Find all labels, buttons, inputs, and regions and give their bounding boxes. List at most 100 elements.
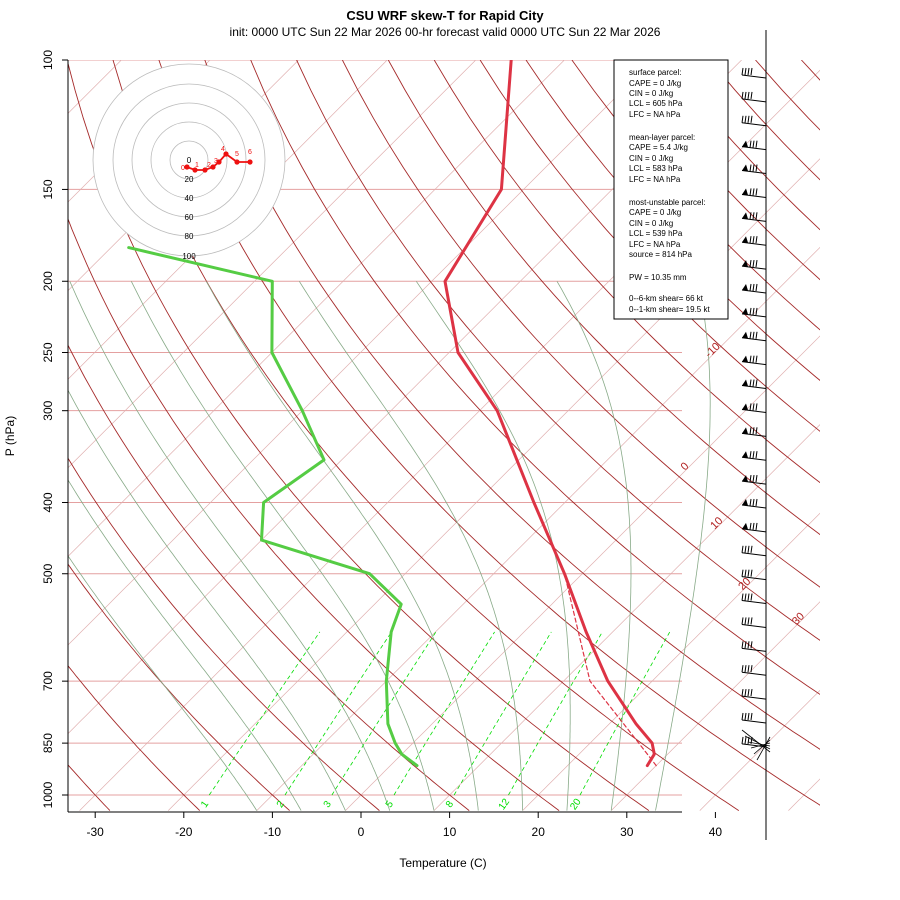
dry-adiabat-line xyxy=(801,60,820,81)
y-tick-label: 850 xyxy=(41,733,55,753)
shear-0-6km: 0--6-km shear= 66 kt xyxy=(629,294,704,303)
wind-barb-feather xyxy=(749,236,752,244)
wind-barb-shaft xyxy=(741,408,767,413)
wind-barb xyxy=(741,689,767,700)
wind-barb-shaft xyxy=(747,741,771,747)
mixing-ratio-label: 8 xyxy=(444,799,456,810)
mixing-ratio-label: 20 xyxy=(568,796,584,812)
wind-barb-feather xyxy=(750,712,753,721)
x-tick-label: -30 xyxy=(87,825,105,839)
surface-lfc: LFC = NA hPa xyxy=(629,110,681,119)
wind-barb-feather xyxy=(747,617,750,625)
wind-barb-feather xyxy=(755,260,758,268)
wind-barb-feather xyxy=(747,593,750,601)
wind-barb-shaft xyxy=(741,146,767,151)
wind-barb-feather xyxy=(750,91,753,99)
wind-barb-shaft xyxy=(741,74,767,79)
isotherm-line xyxy=(433,424,820,811)
wind-barb-feather xyxy=(752,283,755,292)
wind-barb-feather xyxy=(741,545,744,553)
wind-barb-feather xyxy=(744,545,747,553)
wind-barb-shaft xyxy=(741,122,767,127)
wind-barb-feather xyxy=(749,260,752,268)
wind-barb-feather xyxy=(747,115,750,123)
wind-barb-feather xyxy=(752,403,755,411)
wind-barb-feather xyxy=(744,641,747,649)
moist-adiabat-line xyxy=(68,555,258,811)
wind-barb xyxy=(741,164,767,175)
info-box-frame xyxy=(613,59,729,320)
wind-barb-pennant xyxy=(742,475,748,482)
mixing-ratio-line xyxy=(208,631,321,796)
dry-adiabat-line xyxy=(68,665,201,811)
wind-barb-shaft xyxy=(741,623,767,628)
wind-barb-shaft xyxy=(741,528,767,533)
x-tick-label: 0 xyxy=(358,825,365,839)
wind-barb-shaft xyxy=(741,456,767,461)
wind-barb xyxy=(741,427,767,437)
wind-barb-feather xyxy=(755,212,758,220)
temperature-trace xyxy=(443,60,656,768)
wind-barb-pennant xyxy=(742,379,748,387)
hodograph-point-label: 4 xyxy=(221,146,225,153)
wind-barb-feather xyxy=(749,451,752,459)
mixing-ratio-line xyxy=(579,631,671,796)
moist-adiabat-line xyxy=(68,479,302,811)
wind-barb-feather xyxy=(755,307,758,315)
moist-adiabat-line xyxy=(68,389,346,811)
hodograph-point xyxy=(216,159,222,165)
wind-barb-feather xyxy=(752,451,755,459)
dry-adiabat-line xyxy=(296,60,820,641)
wind-barb-feather xyxy=(755,140,758,148)
wind-barb-shaft xyxy=(756,736,771,761)
wind-barb-feather xyxy=(744,689,747,697)
wind-barb-shaft xyxy=(741,385,767,390)
isotherm-line xyxy=(345,335,820,811)
wind-barb-feather xyxy=(752,140,755,148)
wind-barb-feather xyxy=(741,689,744,697)
wind-barb-pennant xyxy=(742,188,748,195)
wind-barb xyxy=(741,212,767,222)
wind-barb-pennant xyxy=(742,284,748,291)
wind-barb xyxy=(741,569,767,581)
wind-barb xyxy=(741,188,767,198)
wind-barb xyxy=(741,236,767,246)
wind-barb-pennant xyxy=(742,236,748,243)
shear-0-1km: 0--1-km shear= 19.5 kt xyxy=(629,305,710,314)
wind-barb-feather xyxy=(752,427,755,435)
wind-barb-feather xyxy=(752,236,755,244)
isotherm-line xyxy=(610,601,820,811)
wind-barb-feather xyxy=(744,91,747,99)
wind-barb-shaft xyxy=(741,480,767,485)
x-tick-label: 40 xyxy=(709,825,723,839)
dry-adiabat-line xyxy=(158,60,820,806)
wind-barb-feather xyxy=(749,498,752,507)
wind-barb-shaft xyxy=(741,432,767,437)
isotherm-line xyxy=(68,60,388,380)
wind-barb xyxy=(741,283,767,294)
hodograph-ring-label: 60 xyxy=(185,213,194,222)
mixing-ratio-label: 2 xyxy=(275,799,287,810)
wind-barb-pennant xyxy=(742,331,748,339)
isotherm-line xyxy=(68,60,565,557)
dry-adiabat-line xyxy=(847,60,900,811)
wind-barb-shaft xyxy=(741,695,767,700)
y-tick-label: 150 xyxy=(41,179,55,199)
wind-barb xyxy=(741,379,767,390)
mixing-ratio-line xyxy=(331,631,437,796)
mean-layer-header: mean-layer parcel: xyxy=(629,133,695,142)
wind-barb-feather xyxy=(749,331,752,339)
wind-barb-feather xyxy=(749,379,752,387)
wind-barb-feather xyxy=(747,91,750,99)
wind-barb-feather xyxy=(749,307,752,315)
wind-barb-feather xyxy=(741,593,744,601)
wind-barb-feather xyxy=(752,188,755,196)
wind-barb-feather xyxy=(744,67,747,76)
y-tick-label: 250 xyxy=(41,342,55,362)
wind-barb-feather xyxy=(752,522,755,530)
isotherm-label: 10 xyxy=(708,515,725,532)
wind-barb-feather xyxy=(755,164,758,172)
wind-barb xyxy=(741,522,767,533)
mean-layer-lfc: LFC = NA hPa xyxy=(629,175,681,184)
hodograph-ring xyxy=(131,102,247,218)
